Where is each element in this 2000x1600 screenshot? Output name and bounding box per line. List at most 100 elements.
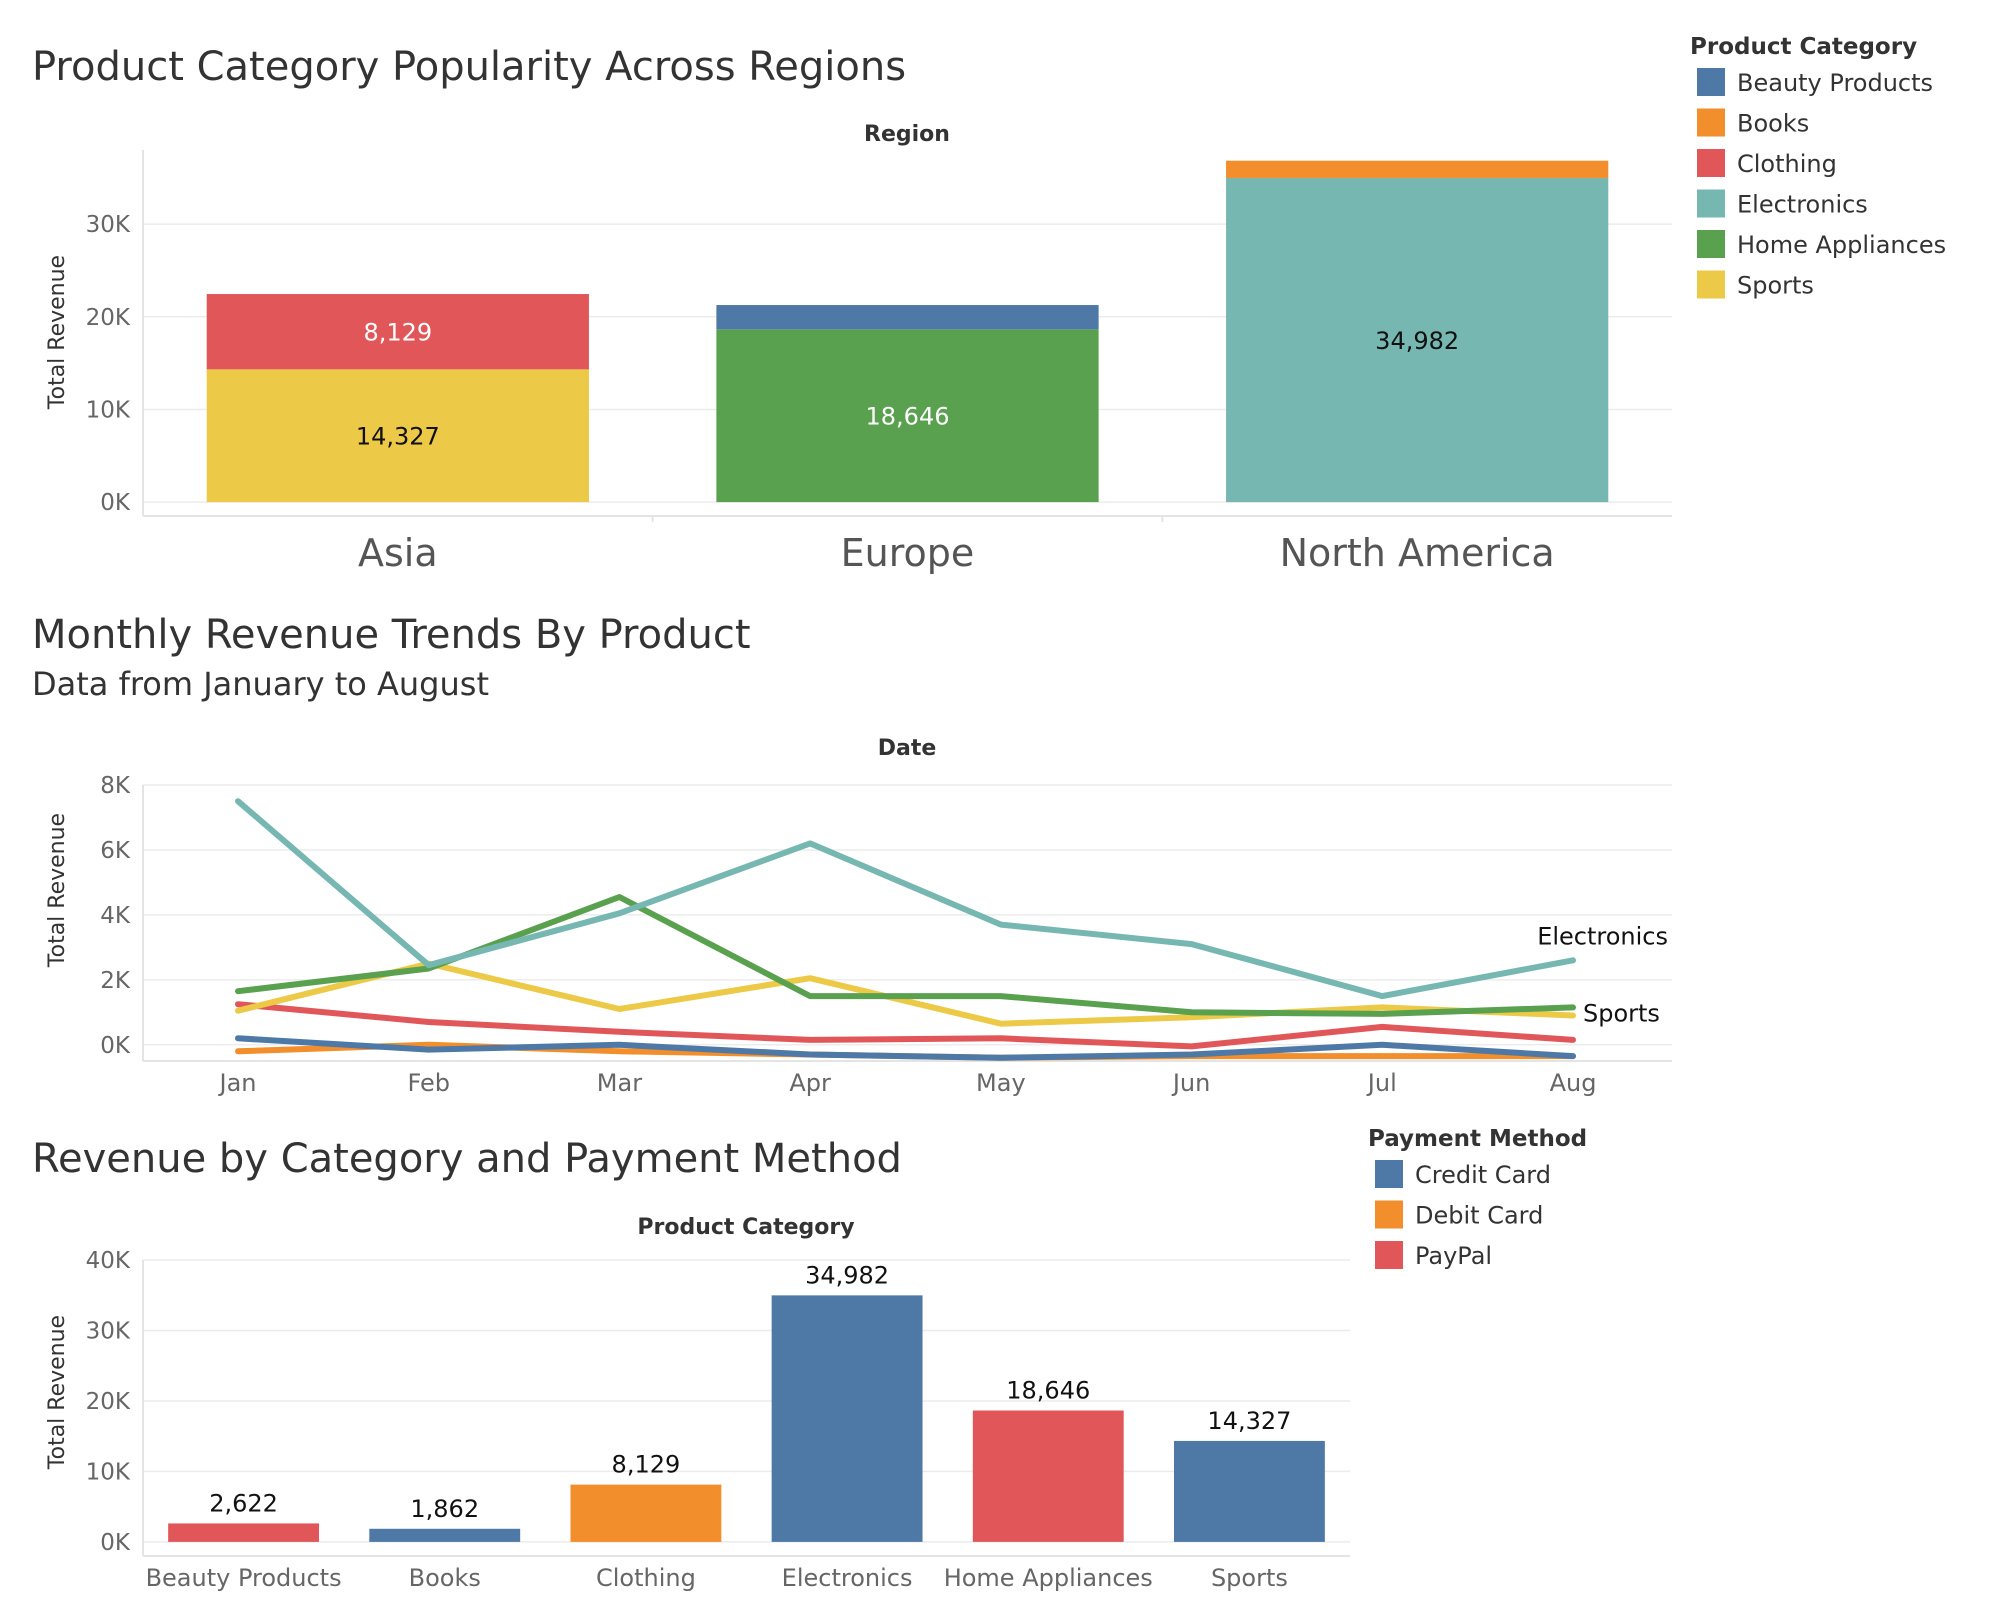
- region-bar-north-america-electronics: [1226, 177, 1609, 503]
- region-x-tick-asia: Asia: [358, 531, 438, 575]
- monthly-y-axis-label: Total Revenue: [45, 813, 70, 968]
- region-y-tick: 10K: [86, 397, 131, 423]
- monthly-x-tick-aug: Aug: [1550, 1069, 1597, 1097]
- monthly-x-tick-jan: Jan: [218, 1069, 257, 1097]
- category-legend-title: Product Category: [1690, 34, 1917, 60]
- payment-data-label-beauty-products: 2,622: [209, 1489, 278, 1517]
- category-legend-swatch-books: [1697, 108, 1725, 137]
- payment-legend: Payment Method Credit Card Debit Card PayP…: [1368, 1126, 1587, 1270]
- category-legend-swatch-electronics: [1697, 189, 1725, 218]
- category-legend-label-clothing: Clothing: [1737, 150, 1837, 178]
- payment-data-label-sports: 14,327: [1207, 1407, 1291, 1435]
- monthly-x-tick-feb: Feb: [407, 1069, 450, 1097]
- monthly-chart-subtitle: Data from January to August: [32, 665, 489, 703]
- region-data-label-europe: 18,646: [866, 403, 950, 431]
- category-legend: Product Category Beauty Products Books Clo…: [1690, 34, 1946, 300]
- payment-x-tick-electronics: Electronics: [782, 1564, 913, 1592]
- payment-legend-label-paypal: PayPal: [1415, 1242, 1492, 1270]
- region-bar-asia-sports: [206, 369, 589, 503]
- category-legend-label-beauty-products: Beauty Products: [1737, 69, 1933, 97]
- payment-x-tick-beauty-products: Beauty Products: [146, 1564, 342, 1592]
- monthly-line-sports: [235, 960, 1576, 1027]
- payment-chart-title: Revenue by Category and Payment Method: [32, 1136, 902, 1182]
- monthly-y-tick: 2K: [100, 968, 131, 994]
- payment-axis-header: Product Category: [637, 1215, 854, 1240]
- monthly-line-clothing: [235, 1001, 1576, 1050]
- payment-bar-sports: [1173, 1440, 1325, 1542]
- category-legend-label-books: Books: [1737, 110, 1809, 138]
- category-legend-swatch-clothing: [1697, 149, 1725, 177]
- monthly-x-tick-jul: Jul: [1366, 1069, 1397, 1097]
- region-data-label-north-america: 34,982: [1375, 327, 1459, 355]
- region-axis-header: Region: [864, 122, 950, 147]
- payment-y-tick: 20K: [86, 1389, 131, 1415]
- monthly-line-beauty-products: [235, 1035, 1576, 1061]
- monthly-y-tick: 8K: [100, 773, 131, 799]
- payment-y-tick: 40K: [86, 1248, 131, 1274]
- payment-x-tick-clothing: Clothing: [596, 1564, 696, 1592]
- payment-legend-label-credit-card: Credit Card: [1415, 1161, 1551, 1189]
- category-legend-label-sports: Sports: [1737, 272, 1814, 300]
- payment-legend-swatch-credit-card: [1375, 1160, 1403, 1188]
- category-legend-swatch-home-appliances: [1697, 230, 1725, 258]
- payment-y-tick: 0K: [100, 1530, 131, 1556]
- region-data-label-asia: 14,327: [356, 423, 440, 451]
- region-tick-labels: 0K 10K 20K 30K Asia Europe North America: [86, 212, 1555, 575]
- payment-y-tick: 10K: [86, 1459, 131, 1485]
- payment-legend-title: Payment Method: [1368, 1126, 1587, 1152]
- category-legend-swatch-beauty-products: [1697, 68, 1725, 96]
- payment-chart: Revenue by Category and Payment Method P…: [32, 1136, 1350, 1592]
- region-y-axis-label: Total Revenue: [45, 255, 70, 410]
- region-chart: Product Category Popularity Across Regio…: [32, 44, 1672, 575]
- monthly-chart: Monthly Revenue Trends By Product Data f…: [32, 612, 1672, 1097]
- category-legend-label-home-appliances: Home Appliances: [1737, 231, 1946, 259]
- payment-legend-swatch-paypal: [1375, 1241, 1403, 1269]
- region-chart-title: Product Category Popularity Across Regio…: [32, 44, 906, 90]
- monthly-end-label-electronics: Electronics: [1537, 922, 1668, 950]
- region-x-tick-north-america: North America: [1280, 531, 1555, 575]
- region-y-tick: 0K: [100, 490, 131, 516]
- payment-tick-labels: 0K 10K 20K 30K 40K Beauty Products Books Clothi…: [86, 1248, 1288, 1592]
- monthly-lines: Electronics Sports: [235, 798, 1668, 1061]
- monthly-x-tick-mar: Mar: [597, 1069, 642, 1097]
- category-legend-label-electronics: Electronics: [1737, 191, 1868, 219]
- monthly-x-tick-apr: Apr: [789, 1069, 831, 1097]
- payment-gridlines: [142, 1259, 1350, 1557]
- payment-bar-home-appliances: [972, 1410, 1124, 1542]
- monthly-y-tick: 0K: [100, 1033, 131, 1059]
- monthly-chart-title: Monthly Revenue Trends By Product: [32, 612, 751, 658]
- region-bar-north-america-books: [1226, 160, 1609, 178]
- monthly-y-tick: 4K: [100, 903, 131, 929]
- payment-x-tick-home-appliances: Home Appliances: [944, 1564, 1153, 1592]
- payment-data-label-books: 1,862: [410, 1495, 479, 1523]
- payment-bar-electronics: [771, 1295, 923, 1542]
- monthly-end-label-sports: Sports: [1583, 1000, 1660, 1028]
- region-x-tick-europe: Europe: [841, 531, 975, 575]
- monthly-x-tick-may: May: [976, 1069, 1026, 1097]
- payment-x-tick-books: Books: [409, 1564, 481, 1592]
- monthly-x-tick-jun: Jun: [1171, 1069, 1211, 1097]
- region-y-tick: 20K: [86, 305, 131, 331]
- region-bar-asia-clothing: [206, 294, 589, 370]
- payment-y-axis-label: Total Revenue: [45, 1315, 70, 1470]
- region-bars: 14,327 8,129 18,646 34,982: [206, 160, 1609, 503]
- monthly-axis-header: Date: [878, 736, 937, 761]
- payment-bar-clothing: [570, 1484, 722, 1542]
- payment-x-tick-sports: Sports: [1211, 1564, 1288, 1592]
- payment-legend-label-debit-card: Debit Card: [1415, 1202, 1543, 1230]
- category-legend-swatch-sports: [1697, 270, 1725, 299]
- payment-data-label-home-appliances: 18,646: [1006, 1376, 1090, 1404]
- region-data-label-asia: 8,129: [363, 319, 432, 347]
- region-bar-europe-home-appliances: [716, 329, 1099, 503]
- payment-bar-books: [369, 1528, 521, 1542]
- monthly-y-tick: 6K: [100, 838, 131, 864]
- region-y-tick: 30K: [86, 212, 131, 238]
- payment-bar-beauty-products: [168, 1523, 320, 1542]
- region-bar-europe-beauty-products: [716, 305, 1099, 330]
- monthly-tick-labels: 0K 2K 4K 6K 8K Jan Feb Mar Apr May Jun Jul Aug: [100, 773, 1596, 1097]
- payment-legend-swatch-debit-card: [1375, 1200, 1403, 1229]
- payment-y-tick: 30K: [86, 1318, 131, 1344]
- payment-data-label-clothing: 8,129: [612, 1451, 681, 1479]
- payment-data-label-electronics: 34,982: [805, 1261, 889, 1289]
